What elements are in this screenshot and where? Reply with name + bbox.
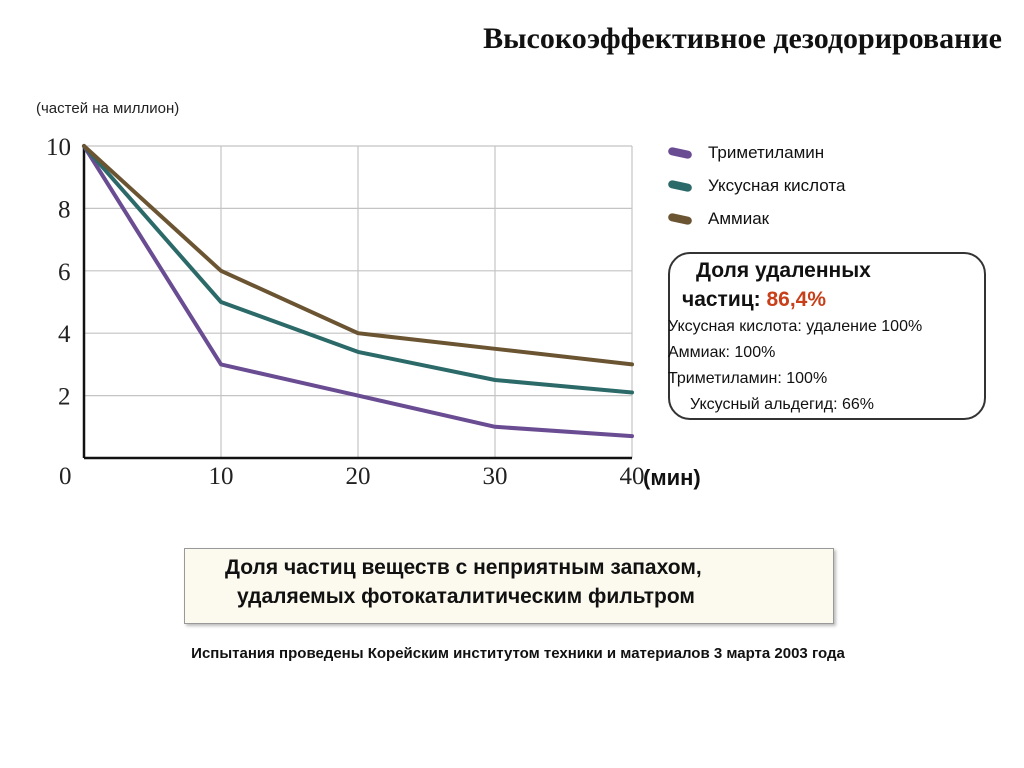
- removal-percent: 86,4%: [766, 288, 827, 311]
- removal-heading-line1: Доля удаленных: [696, 259, 871, 282]
- y-tick-label: 6: [58, 259, 71, 286]
- legend-swatch-trimethylamine: [667, 146, 693, 159]
- removal-line-trimethylamine: Триметиламин: 100%: [668, 370, 828, 387]
- x-axis-unit-label: (мин): [643, 465, 701, 490]
- legend-item-trimethylamine: Триметиламин: [667, 136, 845, 169]
- y-tick-label: 2: [58, 384, 71, 411]
- chart-legend: Триметиламин Уксусная кислота Аммиак: [667, 136, 846, 235]
- removal-results-box: [668, 252, 986, 420]
- series-line-2: [82, 144, 634, 367]
- legend-label: Аммиак: [708, 208, 770, 228]
- x-tick-label: 30: [483, 463, 508, 490]
- legend-swatch-acetic-acid: [667, 179, 693, 192]
- removal-results-heading: Доля удаленных частиц: 86,4%: [680, 256, 871, 314]
- removal-heading-line2: частиц: 86,4%: [680, 285, 871, 314]
- legend-item-ammonia: Аммиак: [667, 202, 845, 235]
- series-line-1: [82, 144, 634, 395]
- legend-label: Триметиламин: [708, 142, 825, 162]
- chart-caption: Доля частиц веществ с неприятным запахом…: [184, 548, 834, 624]
- legend-label: Уксусная кислота: [708, 175, 846, 195]
- x-tick-label: 0: [59, 463, 72, 490]
- y-tick-label: 8: [58, 196, 71, 223]
- removal-line-acetaldehyde: Уксусный альдегид: 66%: [690, 396, 874, 413]
- page-title: Высокоэффективное дезодорирование: [483, 22, 1002, 55]
- caption-line1: Доля частиц веществ с неприятным запахом…: [225, 556, 702, 579]
- series-line-0: [82, 144, 634, 439]
- legend-swatch-ammonia: [667, 212, 693, 225]
- test-footnote: Испытания проведены Корейским институтом…: [191, 645, 845, 662]
- removal-heading-prefix: частиц:: [682, 288, 767, 311]
- x-tick-label: 10: [209, 463, 234, 490]
- legend-item-acetic-acid: Уксусная кислота: [667, 169, 846, 202]
- y-tick-label: 10: [46, 134, 71, 161]
- y-axis-unit-label: (частей на миллион): [36, 100, 180, 117]
- caption-line2: удаляемых фотокаталитическим фильтром: [237, 585, 695, 608]
- x-tick-label: 40: [620, 463, 645, 490]
- removal-line-acetic-acid: Уксусная кислота: удаление 100%: [668, 318, 923, 335]
- y-tick-label: 4: [58, 321, 71, 348]
- removal-line-ammonia: Аммиак: 100%: [668, 344, 776, 361]
- x-tick-label: 20: [346, 463, 371, 490]
